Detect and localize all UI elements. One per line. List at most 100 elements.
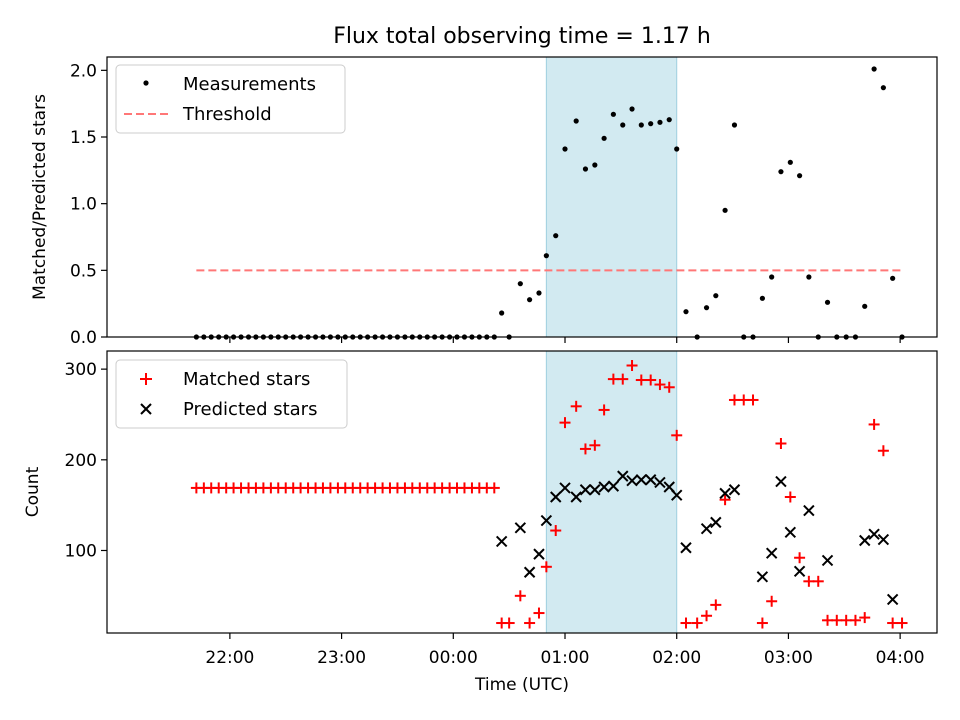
measurement-point — [880, 85, 886, 91]
predicted-star-point — [784, 526, 797, 539]
predicted-star-point — [607, 480, 620, 492]
predicted-star-point — [859, 534, 871, 547]
matched-star-point — [877, 445, 889, 457]
top-panel-frame — [106, 56, 938, 338]
measurement-point — [629, 106, 635, 112]
measurement-point — [657, 119, 663, 125]
x-tick-label: 01:00 — [541, 648, 590, 668]
legend-measurements-label: Measurements — [183, 74, 316, 95]
matched-star-point — [559, 417, 571, 429]
matched-star-point — [840, 614, 852, 626]
matched-star-point — [812, 575, 824, 587]
matched-star-point — [503, 617, 515, 629]
matched-star-point — [738, 394, 750, 406]
top-legend-box — [115, 64, 346, 134]
measurement-point — [769, 274, 775, 280]
measurement-point — [536, 290, 542, 296]
matched-star-point — [859, 612, 871, 624]
matched-star-point — [766, 595, 778, 607]
bottom-y-tick-label: 300 — [65, 360, 97, 380]
measurement-point — [543, 253, 549, 259]
matched-star-point — [654, 379, 666, 391]
top-y-tick-label: 0.0 — [70, 328, 97, 348]
matched-star-point — [550, 525, 562, 537]
measurement-point — [890, 275, 896, 281]
matched-star-point — [635, 374, 647, 386]
measurement-point — [638, 122, 644, 128]
matched-star-point — [728, 394, 740, 406]
matched-star-point — [589, 439, 601, 451]
x-axis-label: Time (UTC) — [474, 675, 569, 695]
matched-star-point — [570, 400, 582, 412]
predicted-star-point — [719, 487, 731, 500]
predicted-star-point — [559, 482, 571, 494]
measurement-point — [553, 233, 559, 239]
predicted-star-point — [886, 593, 899, 606]
bottom-y-tick-label: 100 — [65, 541, 97, 561]
predicted-star-point — [598, 481, 610, 493]
top-y-tick-label: 2.0 — [70, 61, 97, 81]
bottom-panel: 100 200 300 22:00 23:00 00:00 01:00 02:00 03:00… — [23, 350, 938, 695]
matched-star-point — [822, 614, 834, 626]
top-legend: Measurements Threshold — [115, 64, 346, 134]
measurement-point — [703, 305, 710, 311]
bottom-y-axis-label: Count — [23, 466, 43, 517]
x-tick-label: 04:00 — [876, 648, 925, 668]
predicted-star-point — [644, 474, 657, 486]
measurement-point — [796, 173, 803, 179]
predicted-star-point — [523, 566, 536, 578]
predicted-star-point — [570, 491, 582, 503]
predicted-star-point — [617, 470, 629, 482]
predicted-star-point — [775, 475, 787, 488]
predicted-star-point — [495, 535, 508, 548]
top-y-axis-label: Matched/Predicted stars — [30, 94, 50, 300]
measurement-point — [722, 207, 728, 213]
matched-star-point — [784, 491, 796, 503]
measurement-point — [610, 111, 616, 117]
measurement-point — [759, 295, 765, 301]
matched-star-point — [607, 373, 619, 385]
predicted-star-point — [589, 484, 601, 496]
measurement-point — [731, 122, 738, 128]
measurement-point — [562, 146, 568, 152]
predicted-star-point — [550, 491, 562, 503]
predicted-star-point — [514, 522, 527, 534]
matched-star-point — [747, 394, 759, 406]
predicted-star-point — [700, 523, 713, 535]
x-tick-label: 02:00 — [652, 648, 701, 668]
matched-star-point — [710, 599, 722, 611]
predicted-star-point — [540, 514, 553, 527]
measurement-point — [582, 166, 589, 172]
matched-star-point — [887, 617, 899, 629]
measurement-point — [683, 309, 689, 315]
matched-star-point — [691, 617, 703, 629]
matched-star-point — [775, 437, 787, 449]
measurement-point — [666, 117, 672, 123]
matched-star-point — [831, 614, 843, 626]
matched-star-point — [701, 610, 713, 622]
measurement-point — [620, 122, 626, 128]
matched-star-point — [617, 373, 629, 385]
x-tick-label: 03:00 — [764, 648, 813, 668]
matched-star-point — [719, 494, 731, 506]
bottom-legend: Matched stars Predicted stars — [115, 359, 348, 429]
measurement-point — [517, 281, 523, 287]
predicted-star-point — [654, 476, 666, 489]
measurement-point — [499, 310, 505, 316]
matched-star-point — [794, 552, 806, 564]
predicted-star-point — [793, 565, 806, 578]
observing-window-bottom — [545, 350, 678, 634]
matched-star-point — [671, 429, 683, 441]
top-y-tick-label: 1.5 — [70, 128, 97, 148]
x-tick-label: 00:00 — [429, 648, 478, 668]
matched-star-point — [598, 404, 610, 416]
predicted-star-point — [680, 542, 692, 554]
matched-star-point — [514, 590, 526, 602]
chart-title: Flux total observing time = 1.17 h — [333, 24, 711, 49]
matched-star-point — [896, 617, 908, 629]
predicted-star-point — [635, 474, 648, 486]
top-panel: 0.00.51.01.52.0 Matched/Predicted stars … — [30, 56, 938, 348]
predicted-star-point — [533, 548, 545, 560]
matched-star-point — [540, 561, 552, 573]
